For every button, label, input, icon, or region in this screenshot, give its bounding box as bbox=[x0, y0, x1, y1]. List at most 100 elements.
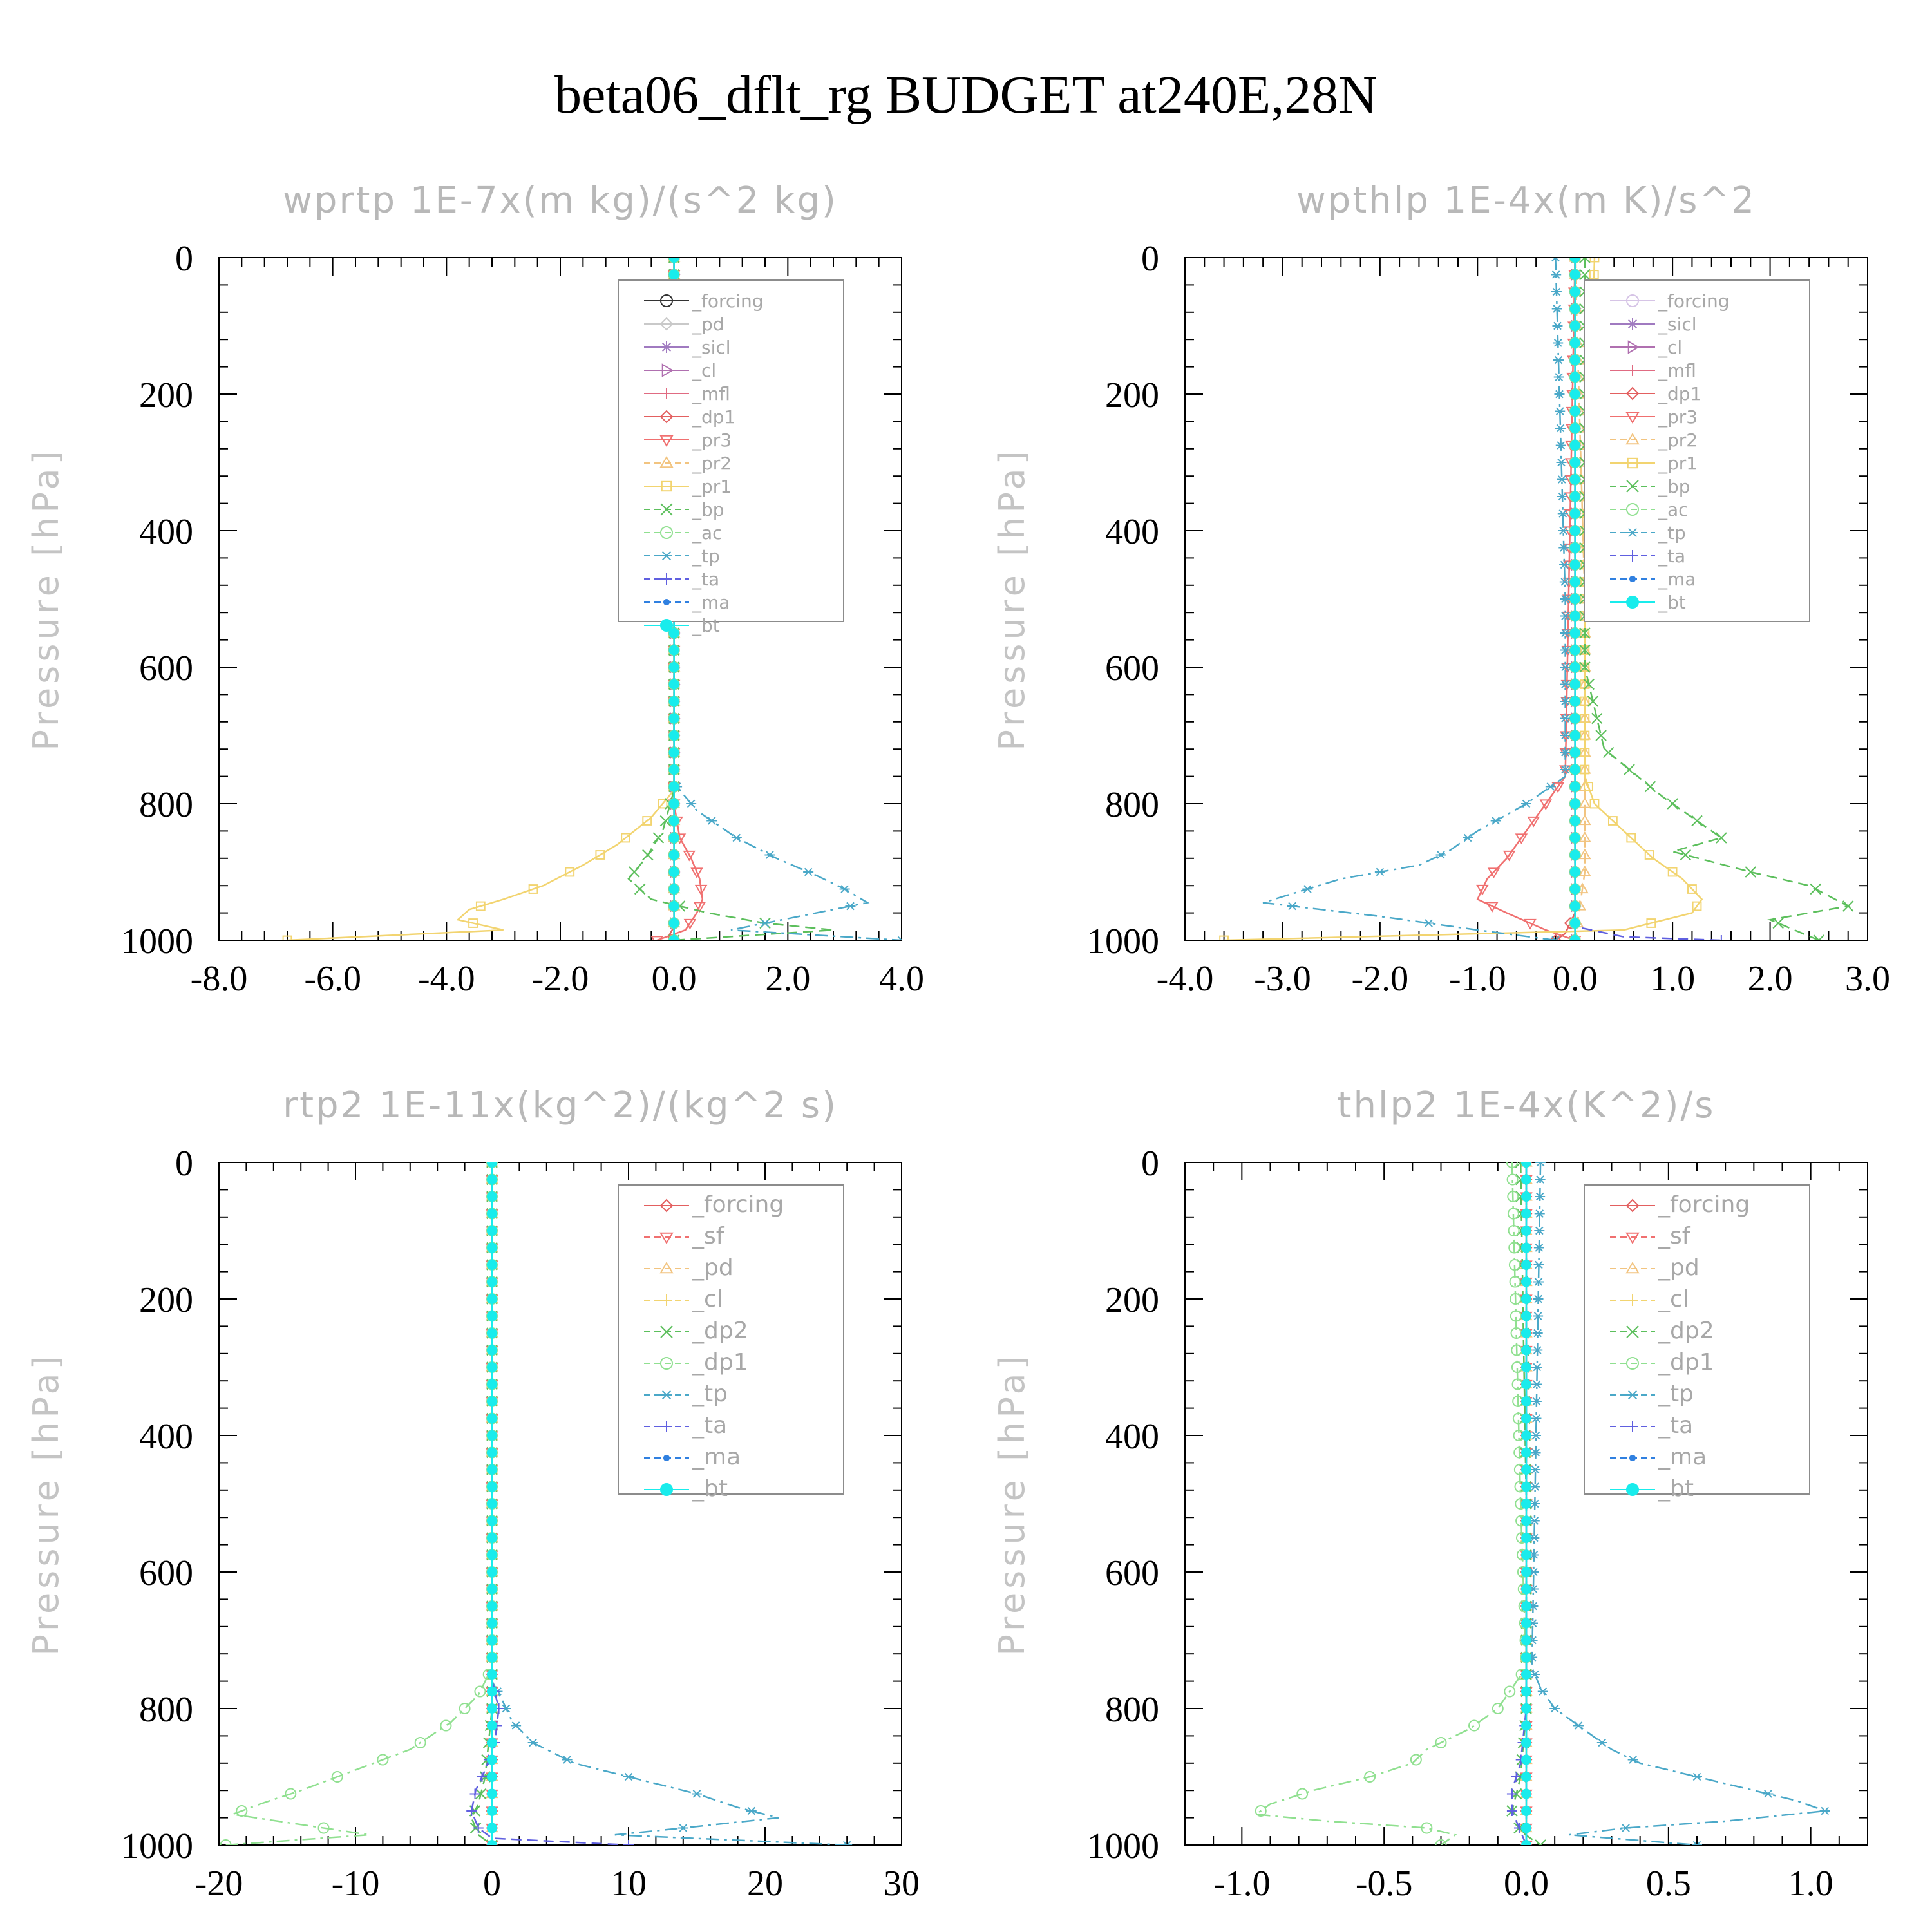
data-point bbox=[1551, 305, 1562, 313]
data-point bbox=[1533, 1278, 1544, 1286]
data-point bbox=[1569, 764, 1580, 775]
y-axis-label: Pressure [hPa] bbox=[992, 1352, 1032, 1655]
legend-label: _ma bbox=[692, 592, 730, 613]
x-tick-label: 0.0 bbox=[652, 959, 697, 999]
y-tick-label: 0 bbox=[1141, 239, 1159, 279]
legend-entry: _ma bbox=[1610, 1444, 1707, 1470]
legend-label: _forcing bbox=[1658, 1191, 1750, 1218]
plot-area bbox=[220, 1162, 853, 1845]
legend-marker bbox=[1627, 340, 1640, 354]
legend-marker bbox=[659, 1232, 674, 1244]
legend-entry: _ta bbox=[644, 569, 719, 590]
data-point bbox=[1521, 1738, 1531, 1748]
y-tick-label: 200 bbox=[139, 375, 193, 415]
data-point bbox=[1569, 258, 1580, 263]
legend-entry: _pr1 bbox=[644, 476, 732, 497]
data-point bbox=[1507, 1208, 1519, 1220]
data-point bbox=[658, 799, 668, 809]
y-tick-label: 600 bbox=[139, 1553, 193, 1593]
data-point bbox=[1435, 1839, 1447, 1845]
data-point bbox=[668, 884, 679, 895]
data-point bbox=[1551, 782, 1564, 793]
data-point bbox=[694, 884, 708, 896]
series_bt bbox=[1521, 1162, 1531, 1845]
legend-box bbox=[618, 279, 844, 622]
legend-label: _tp bbox=[692, 1381, 728, 1407]
data-point bbox=[1559, 560, 1570, 569]
data-point bbox=[668, 764, 679, 775]
legend-label: _cl bbox=[692, 360, 716, 381]
legend-label: _forcing bbox=[692, 1191, 784, 1218]
data-point bbox=[683, 918, 697, 930]
data-point bbox=[1492, 1703, 1504, 1714]
legend-label: _dp1 bbox=[1658, 1349, 1714, 1376]
data-point bbox=[1535, 1162, 1546, 1167]
legend-label: _ma bbox=[1658, 1444, 1707, 1470]
data-point bbox=[285, 1788, 297, 1800]
legend-label: _sf bbox=[692, 1223, 725, 1249]
data-point bbox=[1569, 491, 1580, 502]
data-point bbox=[623, 1772, 634, 1781]
legend-marker bbox=[1625, 1198, 1640, 1213]
legend-entry: _pd bbox=[1610, 1255, 1700, 1281]
data-point bbox=[1374, 867, 1385, 876]
series-line bbox=[287, 258, 675, 940]
data-point bbox=[1550, 258, 1561, 262]
data-point bbox=[693, 902, 706, 913]
data-point bbox=[1423, 919, 1434, 927]
legend-label: _bt bbox=[1658, 1475, 1694, 1502]
legend-label: _ma bbox=[692, 1444, 741, 1470]
y-tick-label: 0 bbox=[175, 1144, 193, 1184]
data-point bbox=[487, 1464, 497, 1475]
data-point bbox=[1510, 1293, 1522, 1305]
data-point bbox=[1551, 287, 1562, 296]
data-point bbox=[1569, 440, 1580, 451]
data-point bbox=[1521, 1515, 1531, 1526]
data-point bbox=[487, 1652, 497, 1663]
data-point bbox=[642, 849, 654, 861]
legend-entry: _ta bbox=[1610, 545, 1685, 567]
legend-marker bbox=[1626, 596, 1639, 609]
chart-panel-1: wprtp 1E-7x(m kg)/(s^2 kg) Pressure [hPa]… bbox=[26, 180, 924, 999]
data-point bbox=[1560, 663, 1571, 672]
legend-label: _pd bbox=[692, 314, 724, 335]
legend-label: _ac bbox=[692, 522, 723, 544]
legend-marker bbox=[659, 456, 674, 468]
chart-panels: wprtp 1E-7x(m kg)/(s^2 kg) Pressure [hPa]… bbox=[26, 180, 1890, 1904]
legend-entry: _bp bbox=[644, 499, 724, 520]
x-tick-label: 0.5 bbox=[1646, 1864, 1691, 1904]
data-point bbox=[668, 781, 679, 792]
legend-label: _dp1 bbox=[1658, 383, 1701, 404]
data-point bbox=[1569, 935, 1580, 940]
data-point bbox=[1530, 1482, 1540, 1491]
y-tick-label: 400 bbox=[139, 1417, 193, 1457]
data-point bbox=[1435, 1737, 1447, 1748]
series-line bbox=[656, 258, 704, 940]
data-point bbox=[1521, 1362, 1531, 1372]
panel-title: thlp2 1E-4x(K^2)/s bbox=[1338, 1084, 1716, 1126]
y-tick-label: 600 bbox=[1105, 1553, 1159, 1593]
x-tick-label: -4.0 bbox=[418, 959, 475, 999]
legend-marker bbox=[1626, 1483, 1639, 1496]
legend-marker bbox=[1629, 575, 1636, 583]
legend-label: _pr2 bbox=[692, 453, 732, 474]
data-point bbox=[1557, 475, 1567, 484]
data-point bbox=[1527, 816, 1540, 828]
data-point bbox=[668, 815, 679, 826]
legend-entry: _bt bbox=[644, 615, 720, 636]
legend-label: _ac bbox=[1658, 499, 1689, 520]
data-point bbox=[1842, 900, 1854, 912]
data-point bbox=[1508, 1259, 1520, 1271]
data-point bbox=[528, 884, 538, 894]
data-point bbox=[1521, 1328, 1531, 1338]
data-point bbox=[1530, 1448, 1541, 1457]
legend-label: _mfl bbox=[692, 383, 730, 404]
data-point bbox=[1553, 355, 1564, 365]
data-point bbox=[1560, 646, 1571, 654]
data-point bbox=[1560, 765, 1571, 774]
x-tick-label: 0 bbox=[483, 1864, 501, 1904]
x-tick-label: -4.0 bbox=[1157, 959, 1214, 999]
data-point bbox=[487, 1191, 497, 1202]
data-point bbox=[1521, 1823, 1531, 1833]
legend-label: _bp bbox=[1658, 476, 1690, 497]
